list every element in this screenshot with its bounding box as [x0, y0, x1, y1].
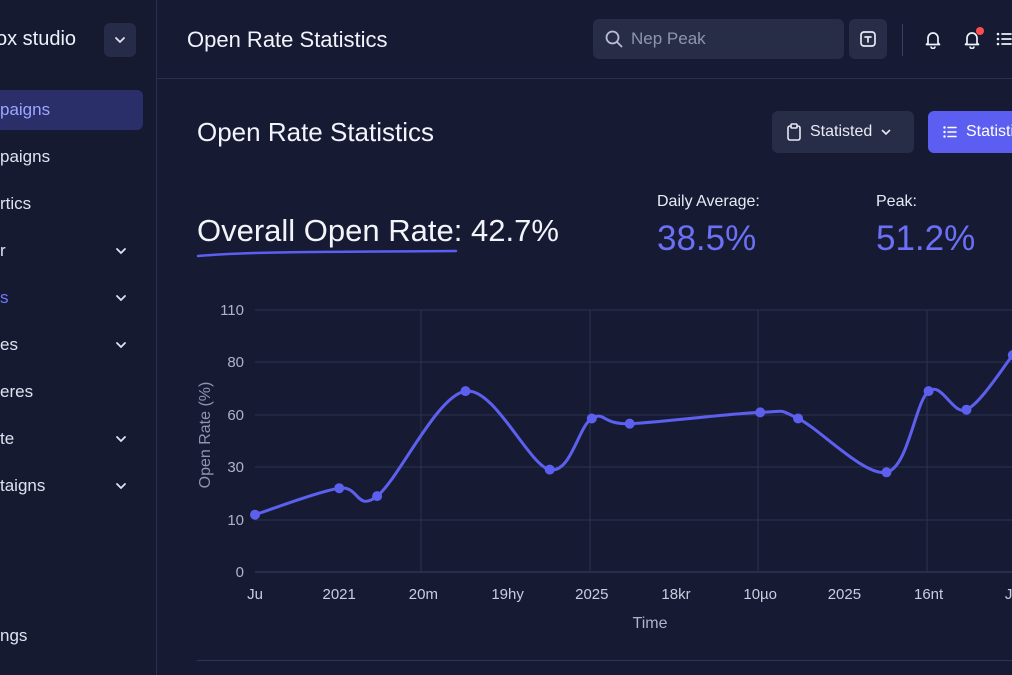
overall-value: 42.7% — [470, 213, 559, 248]
x-tick-label: 2025 — [828, 586, 861, 603]
y-tick-label: 0 — [236, 564, 244, 581]
period-dropdown-label: Statisted — [810, 123, 873, 140]
search-box[interactable] — [593, 19, 844, 59]
bottom-divider — [197, 660, 1012, 661]
export-icon — [860, 31, 876, 47]
data-point — [624, 418, 635, 429]
overall-label: Overall Open Rate: — [197, 213, 463, 248]
sidebar-item[interactable]: paigns — [0, 137, 143, 177]
chevron-down-icon — [115, 37, 125, 43]
y-tick-label: 30 — [227, 459, 244, 476]
daily-average-label: Daily Average: — [657, 193, 760, 210]
sidebar-item-label: eres — [0, 382, 34, 401]
data-point — [250, 509, 260, 520]
notifications-button[interactable] — [914, 19, 952, 59]
sidebar-item-label: rtics — [0, 194, 32, 213]
overall-underline — [196, 249, 458, 258]
y-tick-label: 110 — [220, 302, 244, 319]
sidebar-item-label: r — [0, 241, 6, 260]
brand-name: ox studio — [0, 28, 77, 50]
x-tick-label: 2021 — [323, 586, 356, 603]
sidebar: ox studio paigns paigns rtics r s es eres te tai… — [0, 0, 157, 675]
export-button[interactable] — [849, 19, 887, 59]
sidebar-item[interactable]: eres — [0, 372, 143, 412]
notification-badge — [976, 27, 984, 35]
statistics-button-label: Statisti — [966, 123, 1012, 140]
statistics-button[interactable]: Statisti — [928, 111, 1012, 153]
header-title: Open Rate Statistics — [187, 27, 388, 52]
data-point — [1007, 350, 1012, 361]
open-rate-chart: 0 10 30 60 80 110 Ju 2021 20m 19hy 2025 18kr 10µo 202… — [190, 295, 1012, 640]
x-tick-label: 2025 — [575, 586, 608, 603]
data-point — [544, 464, 555, 475]
data-point — [586, 413, 597, 424]
x-tick-label: Ju — [247, 586, 263, 603]
sidebar-item-label: te — [0, 429, 15, 448]
brand-dropdown-button[interactable] — [104, 23, 136, 57]
chevron-down-icon — [116, 342, 126, 349]
data-point — [881, 467, 892, 478]
list-icon — [943, 126, 957, 138]
data-point — [923, 386, 934, 397]
sidebar-item-label: paigns — [0, 147, 51, 166]
bell-icon — [925, 32, 941, 49]
series-line — [253, 353, 1012, 517]
data-point — [793, 413, 804, 424]
sidebar-item-label: taigns — [0, 476, 46, 495]
sidebar-item-label: ngs — [0, 626, 28, 645]
sidebar-item-label: paigns — [0, 100, 51, 119]
chevron-down-icon — [116, 483, 126, 490]
data-point — [961, 404, 972, 415]
daily-average-value: 38.5% — [657, 219, 757, 258]
chevron-down-icon — [116, 248, 126, 255]
data-point — [372, 491, 383, 502]
clipboard-icon — [787, 123, 801, 141]
sidebar-item[interactable]: s — [0, 278, 143, 318]
period-dropdown[interactable]: Statisted — [772, 111, 914, 153]
page-title: Open Rate Statistics — [197, 117, 434, 147]
chevron-down-icon — [881, 129, 891, 136]
chevron-down-icon — [116, 436, 126, 443]
data-point — [334, 483, 345, 494]
sidebar-item[interactable]: ngs — [0, 616, 143, 656]
x-tick-label: 10µo — [743, 586, 777, 603]
list-icon — [996, 32, 1012, 46]
sidebar-item-label: es — [0, 335, 18, 354]
sidebar-item[interactable]: rtics — [0, 184, 143, 224]
sidebar-item-label: s — [0, 288, 9, 307]
x-tick-label: 20m — [409, 586, 438, 603]
sidebar-item[interactable]: r — [0, 231, 143, 271]
top-bar: Open Rate Statistics — [157, 0, 1012, 79]
peak-label: Peak: — [876, 193, 917, 210]
y-tick-label: 60 — [227, 407, 244, 424]
open-rate-chart-svg: 0 10 30 60 80 110 Ju 2021 20m 19hy 2025 18kr 10µo 202… — [197, 302, 1012, 632]
x-tick-label: 16nt — [914, 586, 944, 603]
search-icon — [605, 30, 623, 48]
chevron-down-icon — [116, 295, 126, 302]
overall-open-rate: Overall Open Rate: 42.7% — [197, 213, 559, 249]
x-tick-label: 19hy — [491, 586, 524, 603]
header-divider — [902, 24, 903, 56]
sidebar-item[interactable]: paigns — [0, 90, 143, 130]
x-tick-label: 18kr — [661, 586, 690, 603]
bell-icon — [964, 32, 980, 49]
data-point — [460, 386, 471, 397]
sidebar-item[interactable]: te — [0, 419, 143, 459]
y-tick-label: 80 — [227, 354, 244, 371]
y-tick-label: 10 — [227, 512, 244, 529]
x-tick-label: Ja — [1005, 586, 1012, 603]
data-point — [755, 407, 766, 418]
x-axis-label: Time — [633, 615, 668, 632]
search-input[interactable] — [631, 29, 831, 49]
sidebar-item[interactable]: es — [0, 325, 143, 365]
peak-value: 51.2% — [876, 219, 976, 258]
y-axis-label: Open Rate (%) — [197, 382, 214, 489]
sidebar-item[interactable]: taigns — [0, 466, 143, 506]
alerts-button[interactable] — [953, 19, 991, 59]
menu-button[interactable] — [995, 19, 1012, 59]
